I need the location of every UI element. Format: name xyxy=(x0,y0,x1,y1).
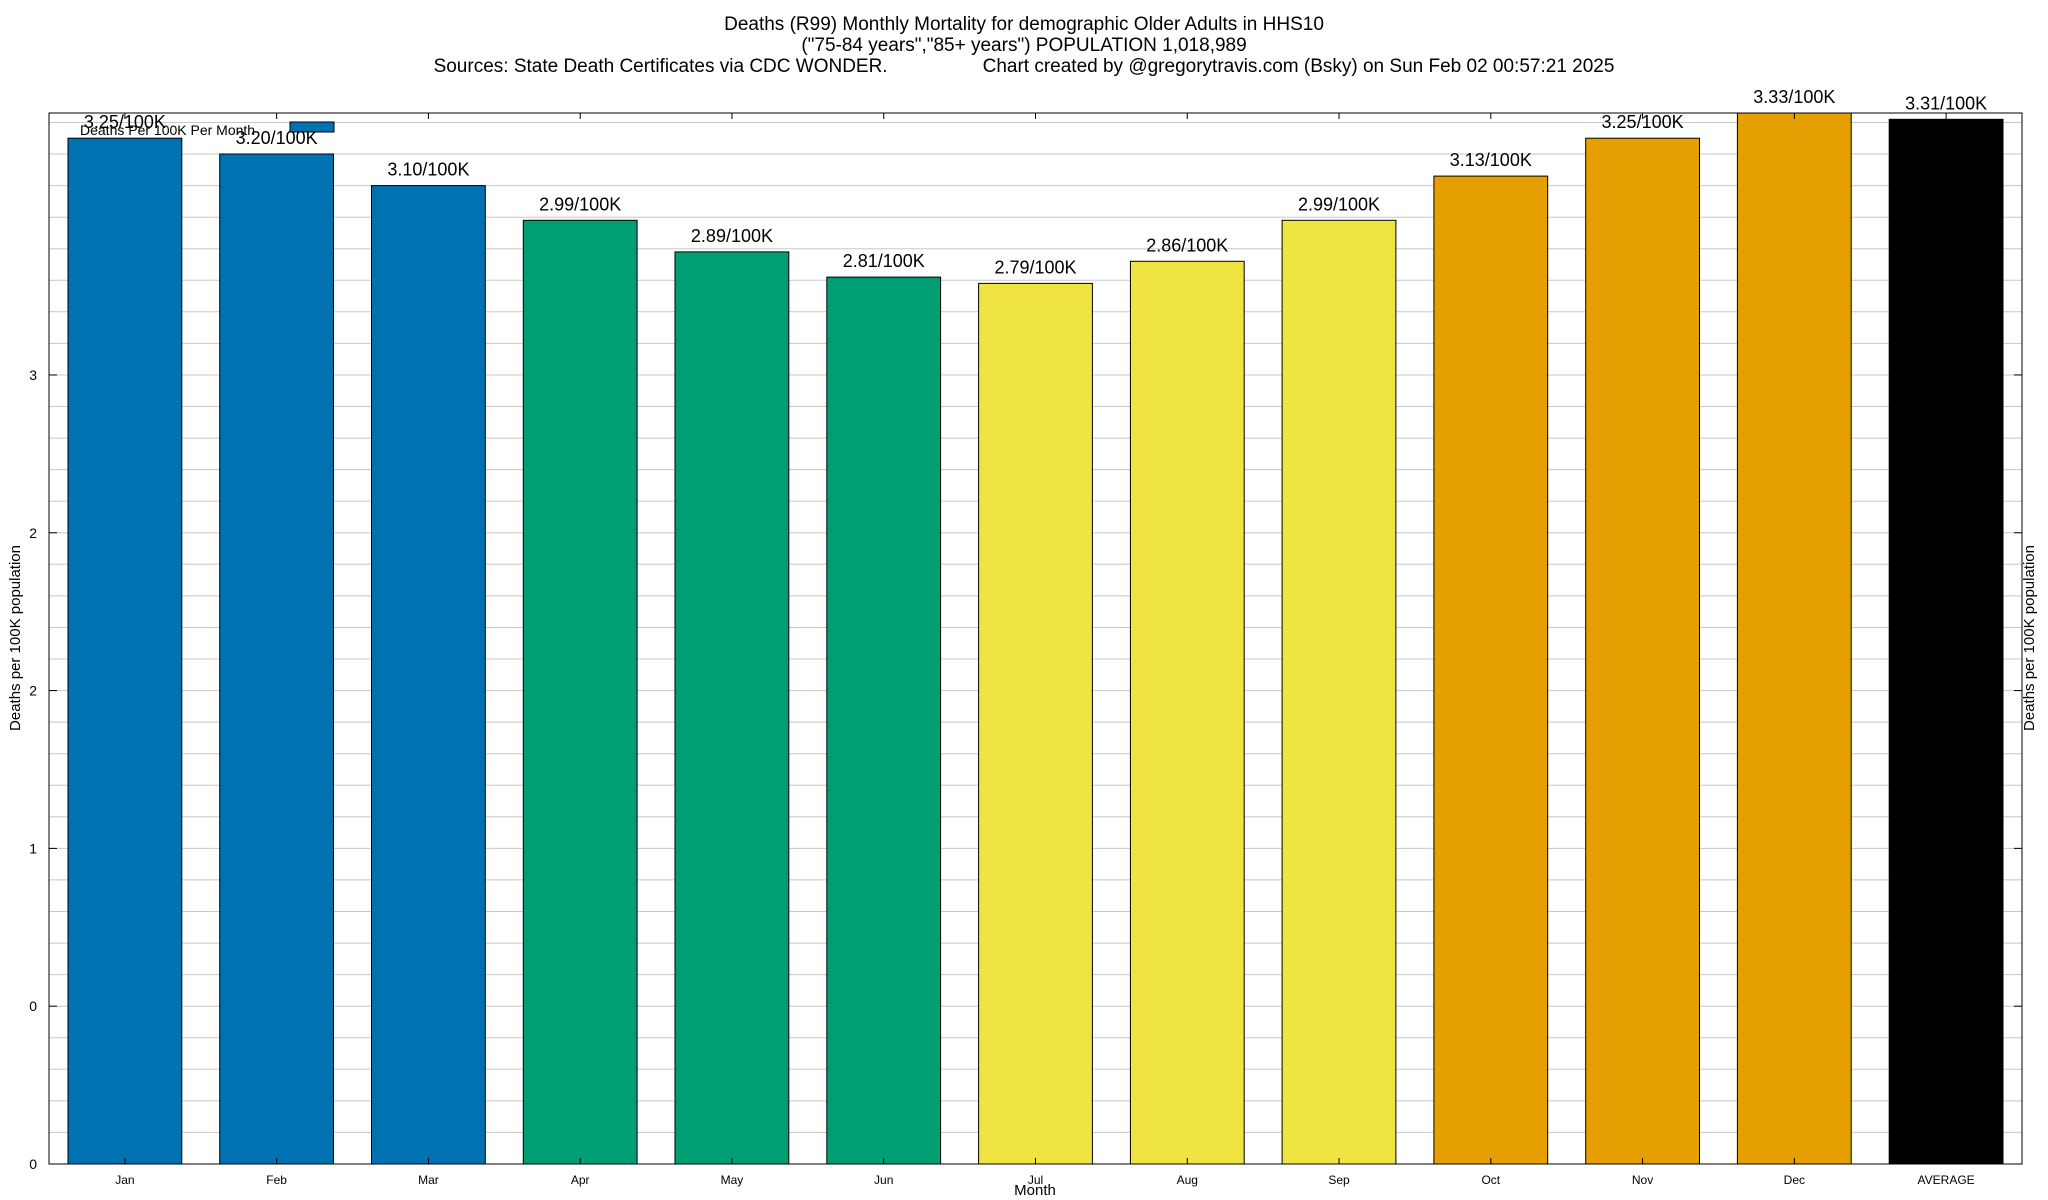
legend: Deaths Per 100K Per Month xyxy=(80,121,335,138)
bar-feb xyxy=(219,153,334,1165)
chart-title: Deaths (R99) Monthly Mortality for demog… xyxy=(724,14,1324,35)
x-tick-label: Apr xyxy=(571,1173,590,1187)
bar-apr xyxy=(522,219,638,1165)
y-tick-label: 2 xyxy=(29,525,37,541)
x-tick-label: Jul xyxy=(1028,1173,1043,1187)
bar-jun xyxy=(826,276,942,1165)
bar-value-label: 3.25/100K xyxy=(84,112,166,132)
legend-swatch xyxy=(289,121,335,133)
y-tick-label: 3 xyxy=(29,367,37,383)
x-tick-label: Jan xyxy=(115,1173,134,1187)
y-axis-title: Deaths per 100K population xyxy=(7,545,24,731)
bar-dec xyxy=(1736,112,1852,1165)
axis-ticks: 0 0 1 2 2 3 Jan Feb Mar Apr May Jun Jul Aug Sep Oct Nov D… xyxy=(29,113,2022,1187)
bar-average xyxy=(1888,118,2004,1165)
y-tick-label: 0 xyxy=(29,998,37,1014)
x-tick-label: Sep xyxy=(1328,1173,1350,1187)
chart-sources: Sources: State Death Certificates via CD… xyxy=(433,56,888,77)
chart-subtitle: ("75-84 years","85+ years") POPULATION 1… xyxy=(801,35,1247,56)
bar-value-label: 2.99/100K xyxy=(1298,194,1380,214)
x-tick-label: Oct xyxy=(1481,1173,1500,1187)
bar-value-label: 2.89/100K xyxy=(691,226,773,246)
chart-title-block: Deaths (R99) Monthly Mortality for demog… xyxy=(0,14,2048,77)
bar-value-label: 2.99/100K xyxy=(539,194,621,214)
x-axis-title: Month xyxy=(1014,1182,1056,1199)
chart-source-line: Sources: State Death Certificates via CD… xyxy=(0,56,2048,77)
bar-sep xyxy=(1281,219,1397,1165)
bar-value-label: 2.86/100K xyxy=(1146,235,1228,255)
bar-value-label: 3.31/100K xyxy=(1905,93,1987,113)
y-tick-label: 1 xyxy=(29,840,37,856)
bar-may xyxy=(674,251,790,1165)
bars xyxy=(67,112,2004,1165)
bar-aug xyxy=(1129,260,1245,1165)
bar-value-label: 3.13/100K xyxy=(1450,150,1532,170)
x-tick-label: Mar xyxy=(418,1173,439,1187)
y-tick-label: 2 xyxy=(29,683,37,699)
x-tick-label: May xyxy=(721,1173,744,1187)
bar-value-label: 3.20/100K xyxy=(236,128,318,148)
bar-jan xyxy=(67,137,183,1165)
x-tick-label: Aug xyxy=(1177,1173,1198,1187)
bar-oct xyxy=(1433,175,1549,1165)
bar-value-label: 2.81/100K xyxy=(843,251,925,271)
x-tick-label: Feb xyxy=(266,1173,287,1187)
bar-value-label: 3.25/100K xyxy=(1602,112,1684,132)
bar-jul xyxy=(978,282,1093,1165)
bar-nov xyxy=(1585,137,1700,1165)
bar-labels: 3.25/100K 3.20/100K 3.10/100K 2.99/100K 2.89… xyxy=(84,87,1987,277)
legend-label: Deaths Per 100K Per Month xyxy=(80,122,255,138)
bar-value-label: 2.79/100K xyxy=(994,257,1076,277)
y-tick-label: 0 xyxy=(29,1156,37,1172)
x-tick-label: AVERAGE xyxy=(1918,1173,1975,1187)
x-tick-label: Nov xyxy=(1632,1173,1653,1187)
bar-mar xyxy=(371,185,486,1165)
y-axis-title-right: Deaths per 100K population xyxy=(2021,545,2038,731)
x-tick-label: Dec xyxy=(1784,1173,1805,1187)
bar-value-label: 3.10/100K xyxy=(387,160,469,180)
x-tick-label: Jun xyxy=(874,1173,893,1187)
bar-value-label: 3.33/100K xyxy=(1753,87,1835,107)
chart-credit: Chart created by @gregorytravis.com (Bsk… xyxy=(982,56,1615,77)
